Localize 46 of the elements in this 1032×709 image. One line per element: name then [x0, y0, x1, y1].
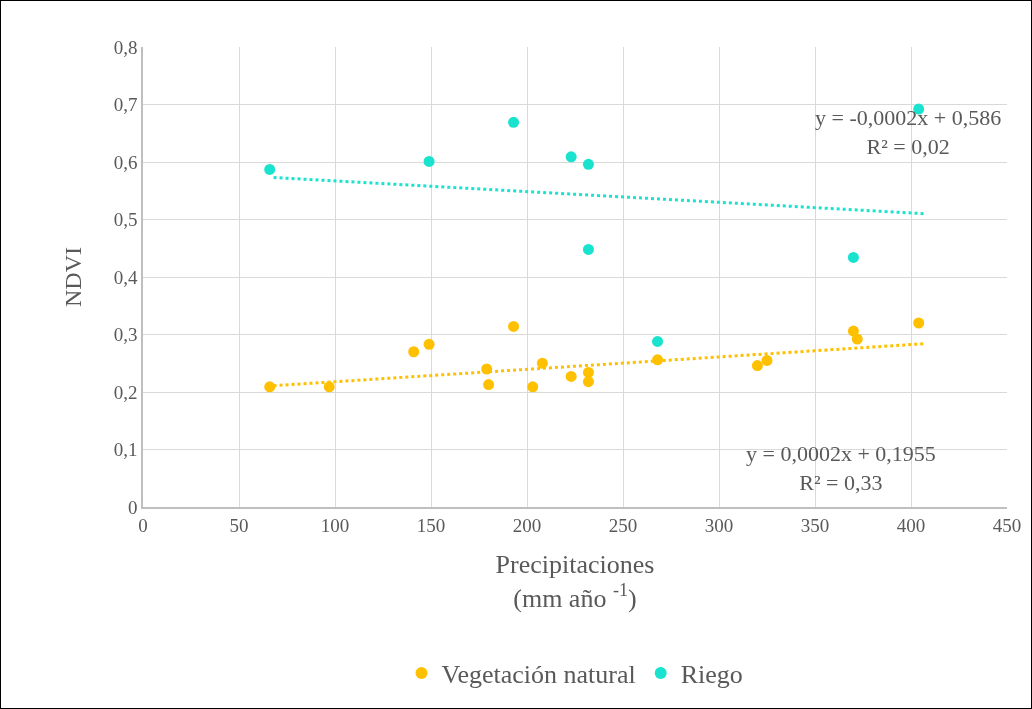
x-axis-title: Precipitaciones (mm año $^{-1}$) — [495, 549, 655, 613]
y-tick-label: 0,4 — [113, 266, 138, 288]
legend-label: Vegetación natural — [441, 660, 636, 690]
x-tick-label: 300 — [704, 514, 734, 536]
annotation: y = -0,0002x + 0,586 R² = 0,02 — [815, 105, 1002, 159]
point — [423, 338, 435, 350]
x-tick-label: 150 — [416, 514, 446, 536]
point — [536, 357, 548, 369]
x-tick-label: 250 — [608, 514, 638, 536]
point — [652, 335, 664, 347]
point — [582, 158, 594, 170]
x-tick-label: 400 — [896, 514, 926, 536]
x-tick-label: 200 — [512, 514, 542, 536]
point — [582, 243, 594, 255]
point — [582, 366, 594, 378]
point — [508, 320, 520, 332]
point — [582, 376, 594, 388]
y-tick-label: 0,7 — [113, 94, 138, 116]
point — [423, 155, 435, 167]
x-tick-label: 100 — [320, 514, 350, 536]
point — [527, 381, 539, 393]
point — [913, 317, 925, 329]
point — [264, 381, 276, 393]
legend-label: Riego — [680, 660, 743, 690]
point — [483, 379, 495, 391]
y-tick-label: 0,1 — [113, 439, 138, 461]
y-tick-label: 0,8 — [113, 36, 138, 58]
point — [565, 151, 577, 163]
point — [565, 370, 577, 382]
point — [851, 333, 863, 345]
y-tick-label: 0,3 — [113, 324, 138, 346]
annotation: y = 0,0002x + 0,1955 R² = 0,33 — [746, 441, 936, 495]
y-tick-label: 0,6 — [113, 151, 138, 173]
point — [751, 360, 763, 372]
x-tick-label: 450 — [992, 514, 1022, 536]
point — [847, 251, 859, 263]
point — [264, 163, 276, 175]
point — [508, 116, 520, 128]
y-axis-title: NDVI — [60, 247, 87, 307]
point — [408, 346, 420, 358]
y-tick-label: 0 — [127, 496, 138, 518]
x-tick-label: 50 — [229, 514, 249, 536]
point — [761, 354, 773, 366]
x-tick-label: 350 — [800, 514, 830, 536]
y-tick-label: 0,2 — [113, 381, 138, 403]
y-tick-label: 0,5 — [113, 209, 138, 231]
